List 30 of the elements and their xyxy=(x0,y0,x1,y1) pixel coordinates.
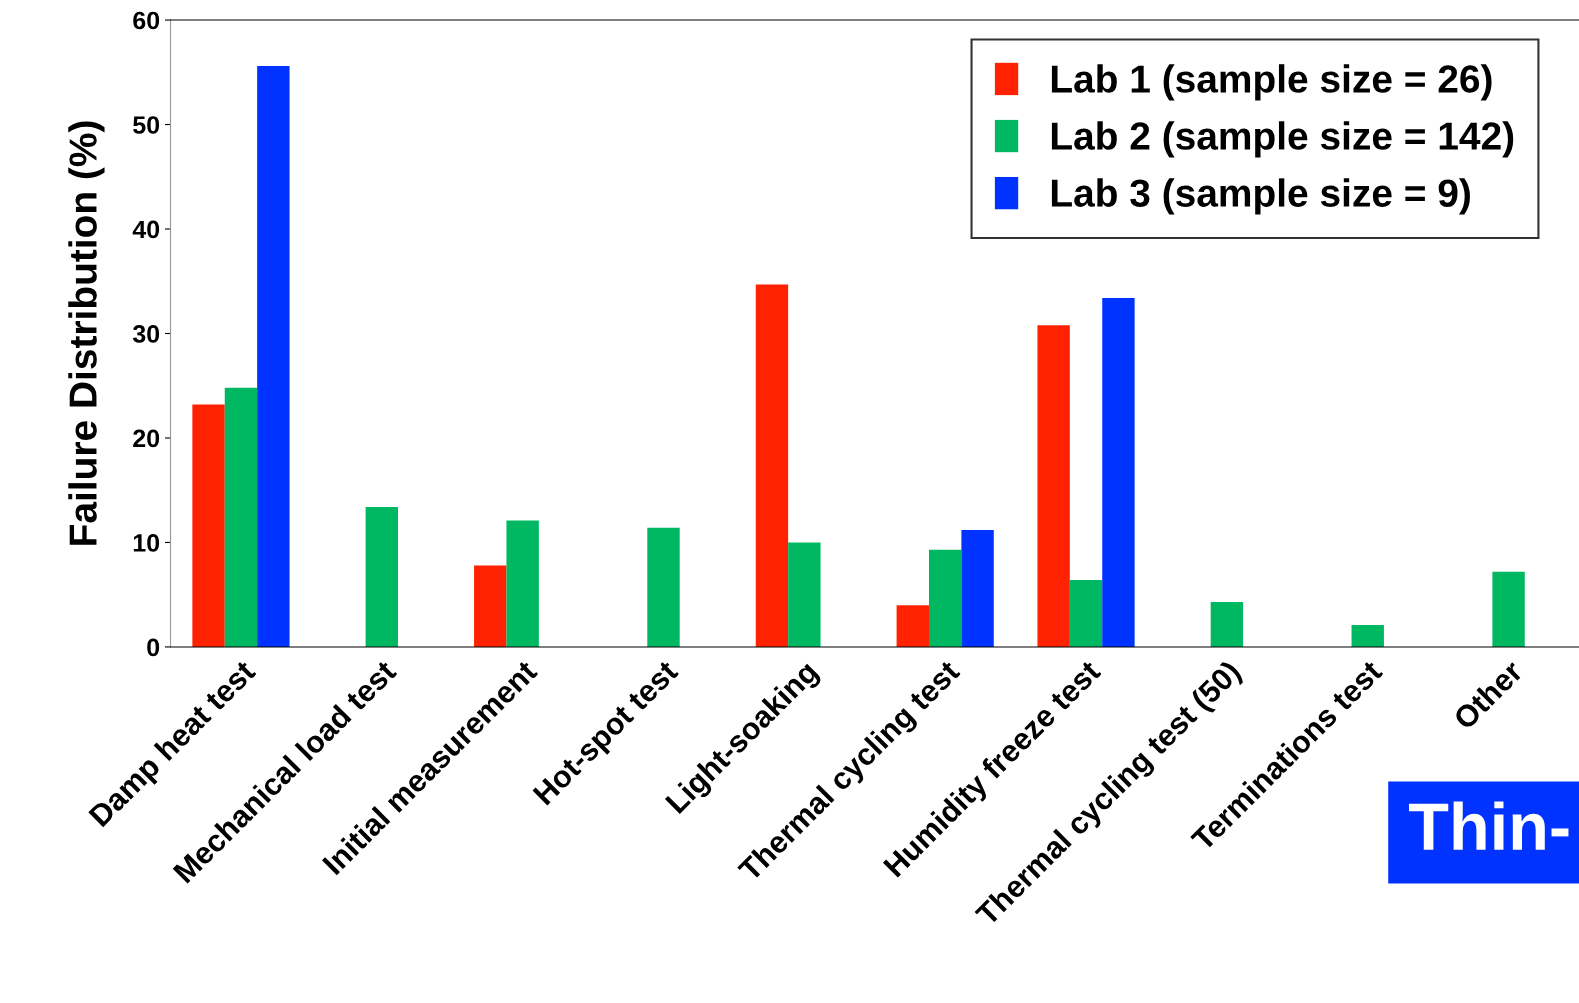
bar xyxy=(257,66,290,647)
bar xyxy=(506,520,539,647)
bar xyxy=(224,387,258,647)
bar xyxy=(961,529,994,647)
legend-label: Lab 1 (sample size = 26) xyxy=(1051,64,1492,101)
bar xyxy=(1069,580,1103,647)
bar xyxy=(365,506,398,647)
bar xyxy=(1351,624,1384,647)
bar xyxy=(928,549,962,647)
bar xyxy=(1210,602,1244,647)
y-tick-label: 40 xyxy=(132,220,160,239)
bar xyxy=(896,605,929,647)
y-tick-label: 20 xyxy=(133,429,160,448)
y-tick-label: 50 xyxy=(133,116,160,134)
bar xyxy=(647,527,680,647)
y-tick-label: 10 xyxy=(133,534,160,552)
bar xyxy=(474,565,507,647)
bar xyxy=(788,542,821,647)
legend-label: Lab 3 (sample size = 9) xyxy=(1051,178,1470,215)
bar xyxy=(1492,571,1525,647)
bar xyxy=(755,284,789,647)
bar xyxy=(1102,297,1135,647)
y-tick-label: 60 xyxy=(133,11,160,30)
text: Thin- xyxy=(1408,801,1569,850)
bar xyxy=(192,404,225,647)
legend-label: Lab 2 (sample size = 142) xyxy=(1051,121,1514,158)
bar xyxy=(1037,325,1070,647)
y-axis-title: Failure Distribution (%) xyxy=(68,121,105,545)
y-tick-label: 0 xyxy=(147,638,160,657)
y-tick-label: 30 xyxy=(132,325,160,343)
